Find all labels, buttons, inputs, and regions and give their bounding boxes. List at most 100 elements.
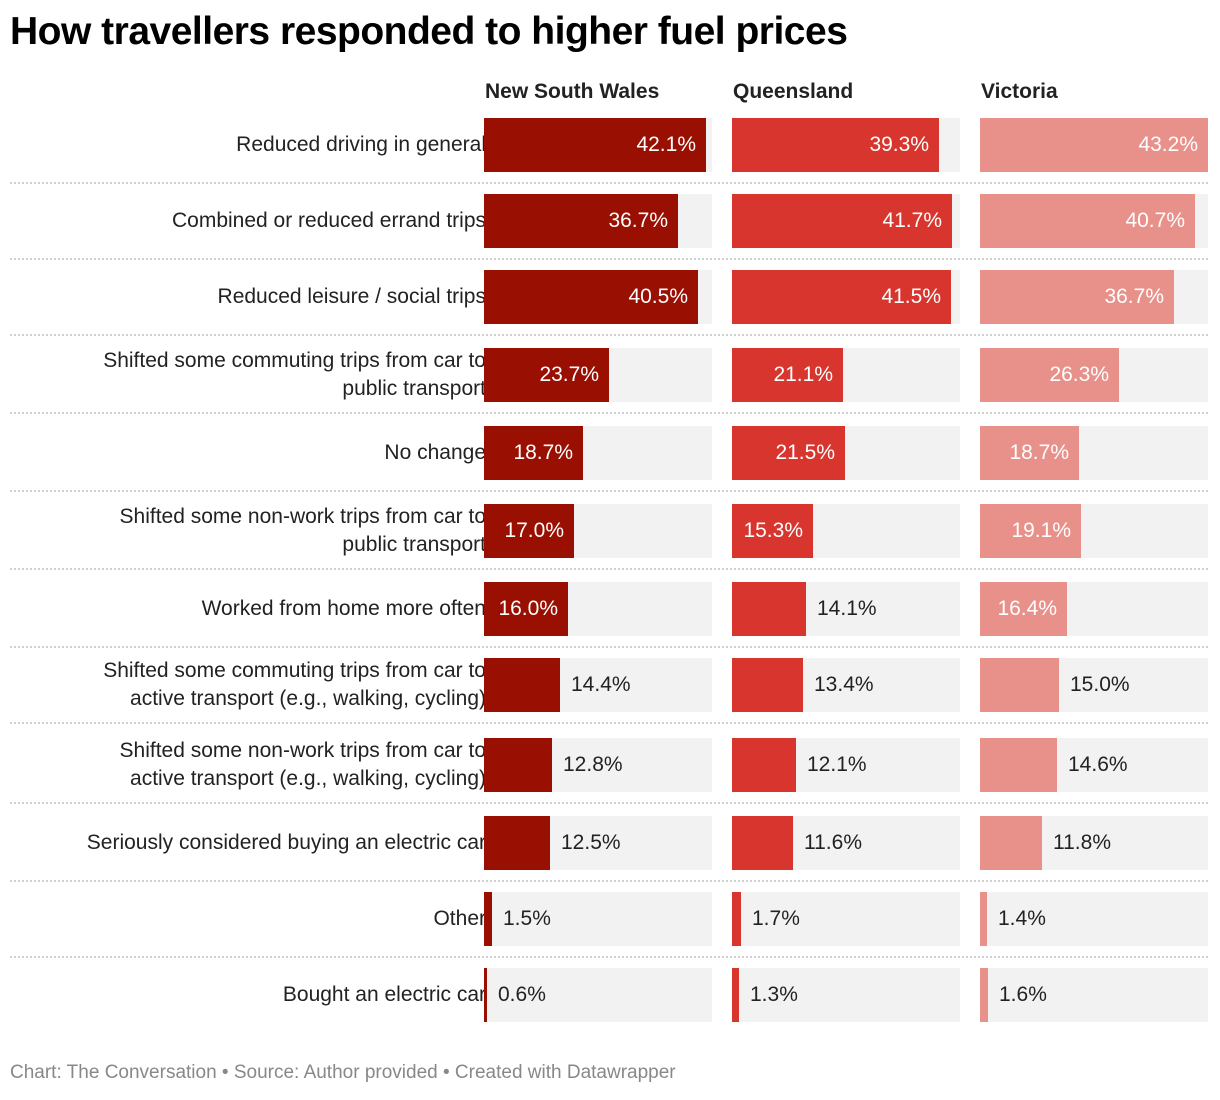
- bar-track: 1.6%: [980, 968, 1208, 1022]
- data-label: 18.7%: [513, 441, 573, 464]
- bar: [732, 504, 813, 558]
- bar-track: 19.1%: [980, 504, 1208, 558]
- bar: [732, 348, 843, 402]
- bar-track: 17.0%: [484, 504, 712, 558]
- category-label-line: active transport (e.g., walking, cycling…: [130, 767, 486, 790]
- category-label: Shifted some non-work trips from car to p…: [16, 503, 486, 559]
- bar-track: 40.7%: [980, 194, 1208, 248]
- category-label: Shifted some commuting trips from car to…: [16, 347, 486, 403]
- bar: [484, 892, 492, 946]
- data-label: 41.7%: [882, 209, 942, 232]
- column-header-nsw: New South Wales: [485, 80, 660, 103]
- data-label: 0.6%: [498, 983, 546, 1006]
- category-label: Reduced driving in general: [16, 131, 486, 159]
- data-label: 36.7%: [608, 209, 668, 232]
- bar-track: 14.1%: [732, 582, 960, 636]
- row-separator: [10, 182, 1208, 184]
- bar-track: 0.6%: [484, 968, 712, 1022]
- row-separator: [10, 722, 1208, 724]
- bar: [980, 194, 1195, 248]
- category-label-line: Seriously considered buying an electric …: [86, 831, 486, 854]
- bar: [732, 816, 793, 870]
- data-label: 1.4%: [998, 907, 1046, 930]
- category-label-line: Shifted some non-work trips from car to: [119, 505, 486, 528]
- row-separator: [10, 568, 1208, 570]
- row-separator: [10, 802, 1208, 804]
- data-label: 14.6%: [1068, 753, 1128, 776]
- category-label: Worked from home more often: [16, 595, 486, 623]
- bar: [732, 738, 796, 792]
- bar: [484, 816, 550, 870]
- bar-track: 23.7%: [484, 348, 712, 402]
- category-label-line: Reduced driving in general: [236, 133, 486, 156]
- data-label: 17.0%: [504, 519, 564, 542]
- data-label: 26.3%: [1049, 363, 1109, 386]
- bar: [980, 270, 1174, 324]
- category-label: Combined or reduced errand trips: [16, 207, 486, 235]
- bar-track: 14.4%: [484, 658, 712, 712]
- chart-footer: Chart: The Conversation • Source: Author…: [10, 1062, 676, 1083]
- category-label: Shifted some commuting trips from car to…: [16, 657, 486, 713]
- bar: [980, 738, 1057, 792]
- bar: [484, 118, 706, 172]
- bar-track: 15.0%: [980, 658, 1208, 712]
- bar-track: 36.7%: [484, 194, 712, 248]
- bar-track: 39.3%: [732, 118, 960, 172]
- bar: [980, 426, 1079, 480]
- data-label: 12.5%: [561, 831, 621, 854]
- data-label: 15.3%: [743, 519, 803, 542]
- bar-track: 40.5%: [484, 270, 712, 324]
- bar: [732, 582, 806, 636]
- data-label: 15.0%: [1070, 673, 1130, 696]
- bar-track: 21.1%: [732, 348, 960, 402]
- data-label: 16.0%: [498, 597, 558, 620]
- bar: [980, 582, 1067, 636]
- bar: [484, 270, 698, 324]
- category-label: No change: [16, 439, 486, 467]
- category-label-line: Bought an electric car: [282, 983, 486, 1006]
- column-header-qld: Queensland: [733, 80, 854, 103]
- data-label: 42.1%: [636, 133, 696, 156]
- bar-track: 42.1%: [484, 118, 712, 172]
- category-label-line: No change: [384, 441, 486, 464]
- bar: [980, 348, 1119, 402]
- bar-track: 18.7%: [980, 426, 1208, 480]
- bar: [484, 348, 609, 402]
- bar: [980, 816, 1042, 870]
- bar-track: 1.7%: [732, 892, 960, 946]
- bar-track: 12.8%: [484, 738, 712, 792]
- data-label: 40.7%: [1125, 209, 1185, 232]
- bar: [980, 892, 987, 946]
- data-label: 41.5%: [881, 285, 941, 308]
- data-label: 21.5%: [775, 441, 835, 464]
- row-separator: [10, 646, 1208, 648]
- category-label-line: Combined or reduced errand trips: [172, 209, 486, 232]
- data-label: 36.7%: [1104, 285, 1164, 308]
- bar: [980, 968, 988, 1022]
- bar: [484, 968, 487, 1022]
- category-label-line: Worked from home more often: [201, 597, 486, 620]
- category-label-line: public transport: [342, 377, 486, 400]
- bar-track: 21.5%: [732, 426, 960, 480]
- bar: [732, 968, 739, 1022]
- data-label: 11.6%: [804, 831, 862, 854]
- bar: [732, 892, 741, 946]
- data-label: 1.6%: [999, 983, 1047, 1006]
- data-label: 16.4%: [997, 597, 1057, 620]
- bar-track: 14.6%: [980, 738, 1208, 792]
- data-label: 1.3%: [750, 983, 798, 1006]
- bar-track: 36.7%: [980, 270, 1208, 324]
- bar-track: 41.5%: [732, 270, 960, 324]
- category-label-line: Shifted some commuting trips from car to: [103, 659, 486, 682]
- bar: [484, 426, 583, 480]
- bar: [484, 194, 678, 248]
- column-header-vic: Victoria: [981, 80, 1058, 103]
- category-label: Reduced leisure / social trips: [16, 283, 486, 311]
- data-label: 40.5%: [628, 285, 688, 308]
- data-label: 11.8%: [1053, 831, 1111, 854]
- bar-track: 41.7%: [732, 194, 960, 248]
- bar: [732, 270, 951, 324]
- row-separator: [10, 880, 1208, 882]
- data-label: 23.7%: [539, 363, 599, 386]
- data-label: 19.1%: [1011, 519, 1071, 542]
